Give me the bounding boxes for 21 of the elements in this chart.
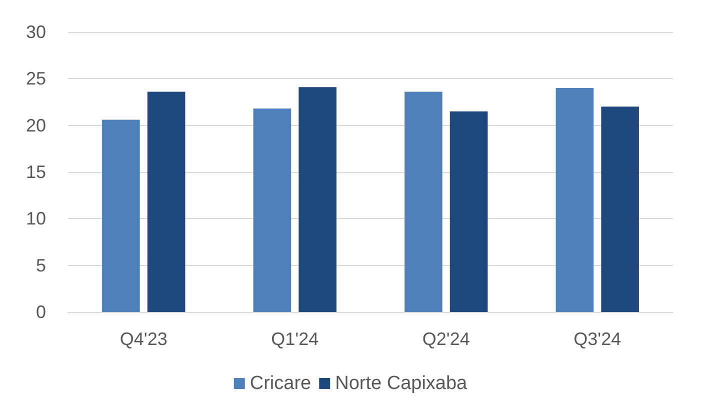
bar [601,106,639,312]
x-tick-label: Q3'24 [574,329,622,349]
y-tick-label: 5 [36,255,46,276]
y-tick-label: 10 [26,208,46,229]
x-tick-label: Q4'23 [120,329,168,349]
x-tick-label: Q2'24 [422,329,470,349]
bar [253,108,292,312]
y-tick-label: 20 [26,115,46,136]
bar [404,92,442,312]
bar [556,88,594,312]
bar [450,111,488,312]
bar [147,92,186,312]
legend-label: Norte Capixaba [335,373,468,394]
bar [298,87,336,312]
x-tick-label: Q1'24 [271,329,319,349]
y-tick-label: 15 [26,162,46,182]
y-tick-label: 25 [26,68,46,89]
legend-label: Cricare [250,373,312,394]
y-tick-label: 0 [36,302,46,322]
y-tick-label: 30 [26,22,46,42]
bar [102,120,140,312]
